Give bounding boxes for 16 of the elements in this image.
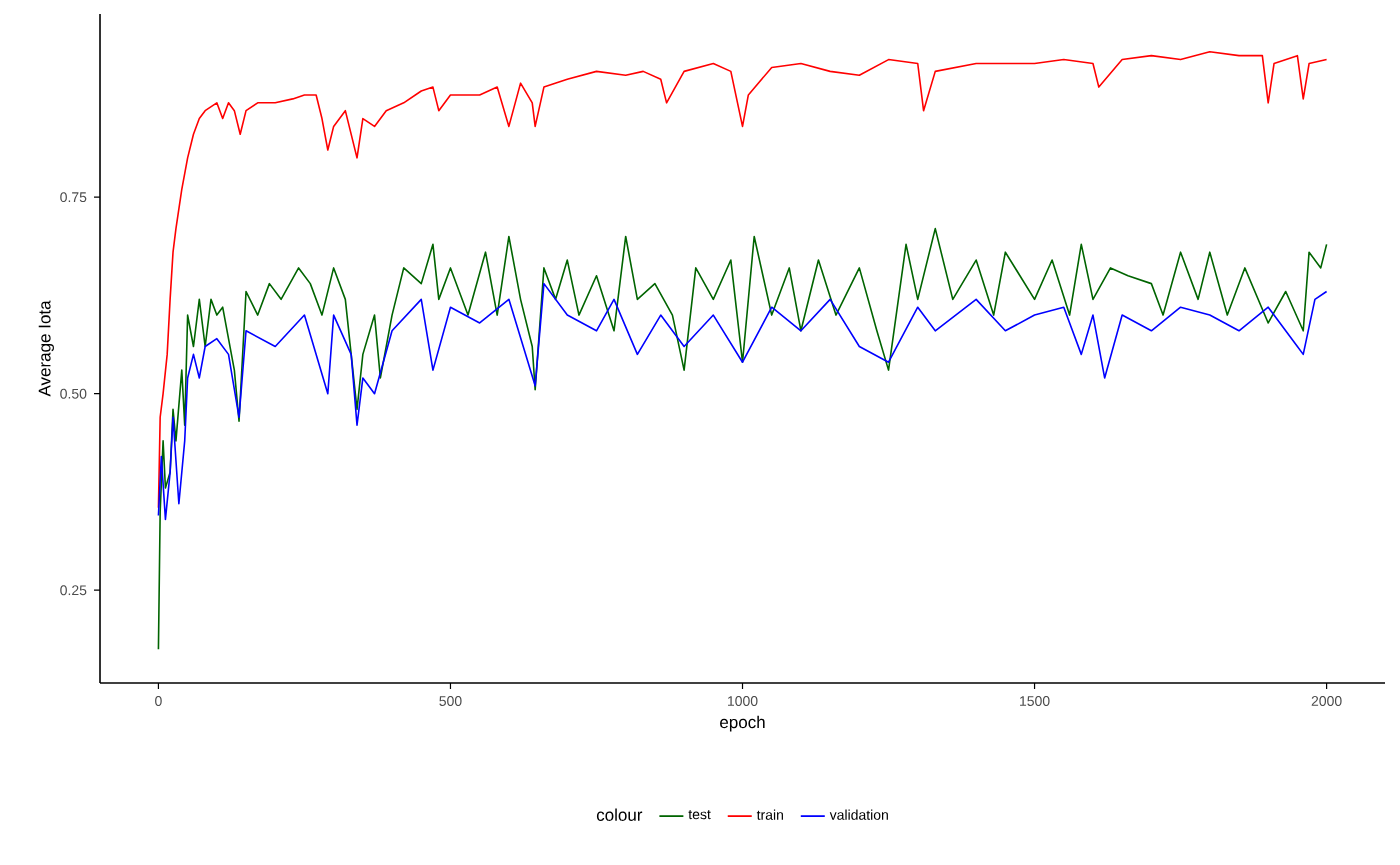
legend-label: train xyxy=(756,809,783,820)
y-tick-label: 0.50 xyxy=(60,388,87,399)
legend-label: test xyxy=(688,810,711,820)
line-series xyxy=(157,227,1328,650)
x-tick-label: 2000 xyxy=(1311,696,1342,706)
x-tick-label: 1500 xyxy=(1020,696,1050,706)
x-tick-label: 500 xyxy=(439,696,462,706)
x-tick-label: 1000 xyxy=(728,696,758,706)
y-tick-label: 0.25 xyxy=(60,585,87,596)
legend-title: colour xyxy=(596,808,643,821)
x-axis-title: epoch xyxy=(720,715,765,732)
line-series xyxy=(157,282,1328,521)
legend-label: validation xyxy=(829,809,888,820)
x-tick-label: 0 xyxy=(155,696,162,706)
y-tick-label: 0.75 xyxy=(60,192,87,203)
y-axis-title: Average Iota xyxy=(38,300,54,397)
